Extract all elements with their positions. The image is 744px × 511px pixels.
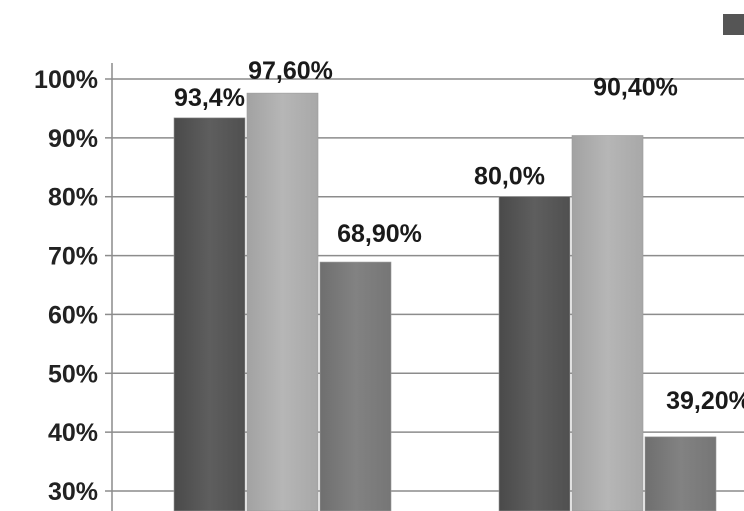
bar (319, 261, 392, 511)
bar (246, 92, 319, 511)
y-tick-label: 40% (48, 419, 98, 447)
y-tick-label: 30% (48, 478, 98, 506)
data-label: 90,40% (593, 74, 678, 102)
y-axis-ticks: 30% 40% 50% 60% 70% 80% 90% 100% (34, 66, 98, 506)
data-label: 97,60% (248, 57, 333, 85)
bar (571, 135, 644, 511)
y-tick-label: 50% (48, 360, 98, 388)
bar (498, 196, 571, 511)
y-tick-label: 60% (48, 301, 98, 329)
bars (173, 92, 717, 511)
data-labels: 93,4% 80,0% 97,60% 90,40% 68,90% 39,20% (174, 57, 744, 415)
data-label: 39,20% (666, 387, 744, 415)
data-label: 93,4% (174, 84, 245, 112)
y-tick-label: 70% (48, 243, 98, 271)
y-tick-label: 80% (48, 184, 98, 212)
bar (644, 436, 717, 511)
y-tick-label: 90% (48, 125, 98, 153)
data-label: 68,90% (337, 220, 422, 248)
y-tick-label: 100% (34, 66, 98, 94)
legend-marker (723, 14, 744, 35)
data-label: 80,0% (474, 163, 545, 191)
bar (173, 117, 246, 511)
